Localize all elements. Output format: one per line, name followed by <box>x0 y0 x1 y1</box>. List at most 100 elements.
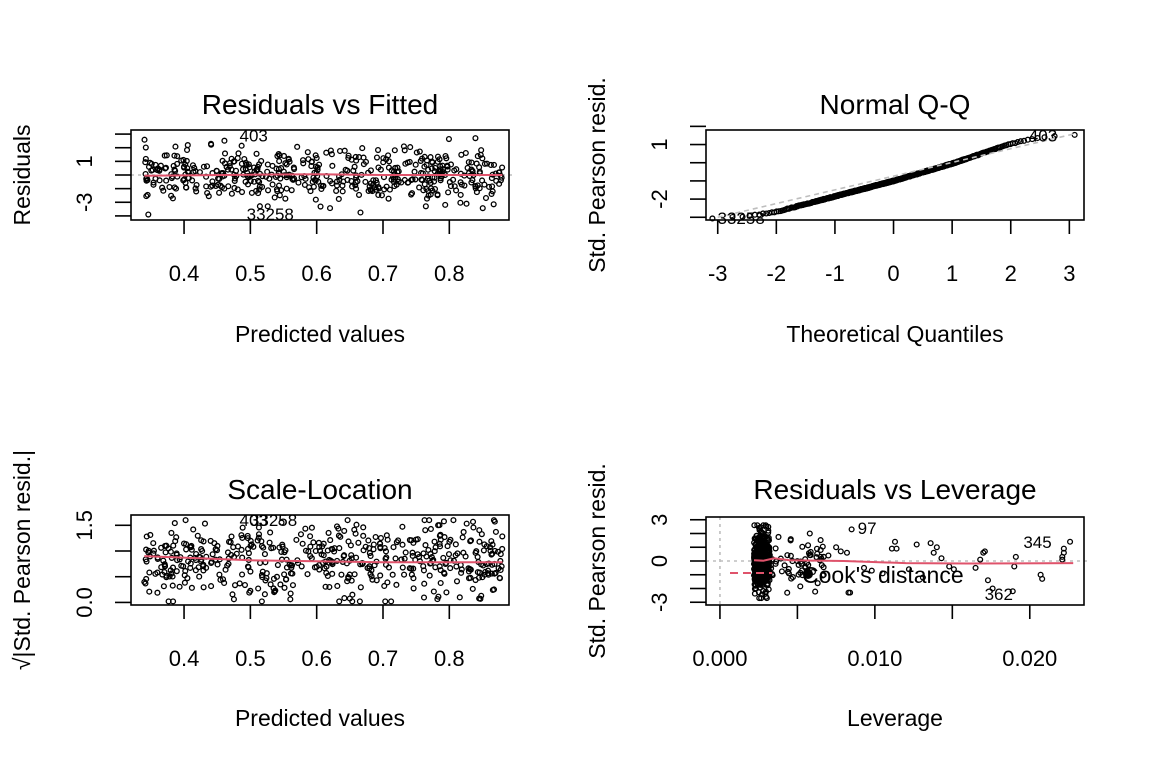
data-point <box>442 201 449 208</box>
data-point <box>295 179 302 186</box>
data-point <box>345 538 352 545</box>
data-point <box>355 539 362 546</box>
data-point <box>848 526 855 533</box>
data-point <box>176 583 183 590</box>
data-point <box>246 589 253 596</box>
data-point <box>367 187 374 194</box>
data-point <box>879 570 886 577</box>
data-point <box>1020 137 1028 144</box>
data-point <box>759 561 766 568</box>
data-point <box>408 571 415 578</box>
data-point <box>348 577 355 584</box>
data-point <box>833 544 840 551</box>
qq-reference-line <box>717 132 1076 219</box>
data-point <box>205 193 212 200</box>
data-point <box>891 538 899 545</box>
data-point <box>486 183 493 190</box>
data-point <box>490 586 498 593</box>
data-point <box>498 563 505 570</box>
data-point <box>394 164 401 171</box>
data-point <box>814 580 821 587</box>
data-point <box>271 588 278 595</box>
data-point <box>216 189 223 196</box>
data-point <box>447 183 454 190</box>
data-point <box>408 176 415 184</box>
data-point <box>200 584 207 591</box>
data-point <box>142 155 149 162</box>
data-point <box>219 157 226 164</box>
data-point <box>287 590 294 597</box>
data-point <box>333 187 340 194</box>
data-point <box>1039 575 1046 582</box>
data-point <box>757 533 764 540</box>
data-point <box>427 154 434 161</box>
data-point <box>168 529 175 536</box>
data-point <box>491 570 498 577</box>
data-point <box>264 203 271 210</box>
data-point <box>752 578 759 585</box>
data-point <box>334 582 341 590</box>
data-point <box>221 579 228 587</box>
data-point <box>478 531 485 538</box>
data-point <box>414 551 421 558</box>
data-point <box>234 186 241 193</box>
data-point <box>393 581 400 588</box>
data-point <box>320 182 327 189</box>
data-point <box>222 566 229 573</box>
data-point <box>481 181 488 188</box>
y-axis-label: Std. Pearson resid. <box>584 77 610 273</box>
data-point <box>452 552 459 559</box>
data-point <box>419 177 426 184</box>
data-point <box>171 166 178 173</box>
data-point <box>377 166 384 173</box>
data-point <box>450 517 457 524</box>
data-point <box>184 142 191 149</box>
chart-title: Residuals vs Leverage <box>753 474 1036 505</box>
data-point <box>377 545 384 552</box>
data-point <box>274 172 281 179</box>
data-point <box>193 181 200 189</box>
point-label: 33258 <box>250 511 297 530</box>
data-point <box>289 172 296 179</box>
data-point <box>825 552 832 559</box>
data-point <box>431 186 439 193</box>
data-point <box>353 521 360 528</box>
data-point <box>274 188 281 195</box>
data-point <box>231 177 238 184</box>
data-point <box>472 185 479 192</box>
data-point <box>336 545 343 552</box>
data-point <box>752 582 759 589</box>
data-point <box>377 535 384 542</box>
y-tick-label: 1 <box>647 138 672 150</box>
data-point <box>149 166 156 173</box>
data-point <box>950 566 957 573</box>
data-point <box>317 203 324 210</box>
data-point <box>196 573 203 580</box>
data-point <box>169 582 176 589</box>
data-point <box>265 187 272 194</box>
data-point <box>432 164 439 171</box>
data-point <box>255 524 262 531</box>
data-point <box>333 178 341 185</box>
data-point <box>150 181 157 188</box>
data-point <box>150 547 157 554</box>
data-point <box>431 538 438 545</box>
data-point <box>351 163 358 170</box>
data-point <box>326 583 333 591</box>
data-point <box>360 532 367 539</box>
data-point <box>807 548 814 555</box>
data-point <box>183 541 190 548</box>
data-point <box>282 195 289 202</box>
data-point <box>467 538 474 545</box>
data-point <box>401 555 408 562</box>
data-point <box>251 178 258 185</box>
data-point <box>389 571 396 578</box>
data-point <box>225 560 232 567</box>
x-tick-label: 0.4 <box>169 261 200 286</box>
data-point <box>323 149 330 156</box>
data-point <box>447 565 454 572</box>
data-point <box>352 153 359 161</box>
data-point <box>184 575 191 582</box>
data-point <box>196 169 203 176</box>
data-point <box>370 541 377 548</box>
